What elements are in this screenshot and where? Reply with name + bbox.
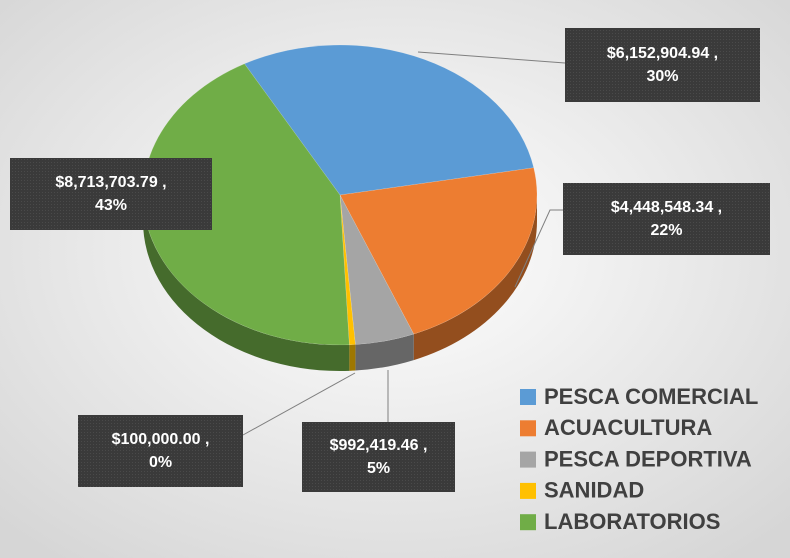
data-label: $992,419.46 , (330, 437, 428, 454)
legend-swatch (520, 451, 536, 468)
slice-side (355, 334, 414, 371)
label-box (302, 422, 455, 492)
data-label: $4,448,548.34 , (611, 199, 722, 216)
slice-side (413, 195, 537, 361)
slice (339, 194, 415, 345)
data-label: $8,713,703.79 , (55, 174, 166, 191)
legend-swatch (520, 420, 536, 437)
data-label-percent: 5% (367, 460, 390, 477)
legend-swatch (520, 482, 536, 499)
data-label-percent: 43% (95, 197, 127, 214)
label-box (78, 415, 243, 487)
slice (244, 44, 535, 196)
legend-label: ACUACULTURA (544, 415, 712, 440)
legend-swatch (520, 389, 536, 405)
data-label-percent: 22% (650, 222, 682, 239)
slice (142, 63, 350, 346)
leader-line (417, 51, 566, 64)
legend-label: PESCA DEPORTIVA (544, 446, 752, 471)
leader-line (242, 372, 356, 436)
legend-swatch (520, 514, 536, 531)
slice (339, 167, 538, 335)
label-box (565, 28, 760, 102)
data-label: $100,000.00 , (112, 431, 210, 448)
label-box (563, 183, 770, 255)
leader-line (514, 209, 563, 288)
data-label-percent: 0% (149, 454, 172, 471)
legend-label: PESCA COMERCIAL (544, 384, 758, 409)
slice (339, 194, 356, 346)
data-label: $6,152,904.94 , (607, 45, 718, 62)
slice-side (143, 195, 350, 371)
legend-label: SANIDAD (544, 478, 644, 503)
legend-label: LABORATORIOS (544, 509, 720, 534)
slice-side (349, 344, 356, 371)
data-label-percent: 30% (646, 68, 678, 85)
label-box (10, 158, 212, 230)
